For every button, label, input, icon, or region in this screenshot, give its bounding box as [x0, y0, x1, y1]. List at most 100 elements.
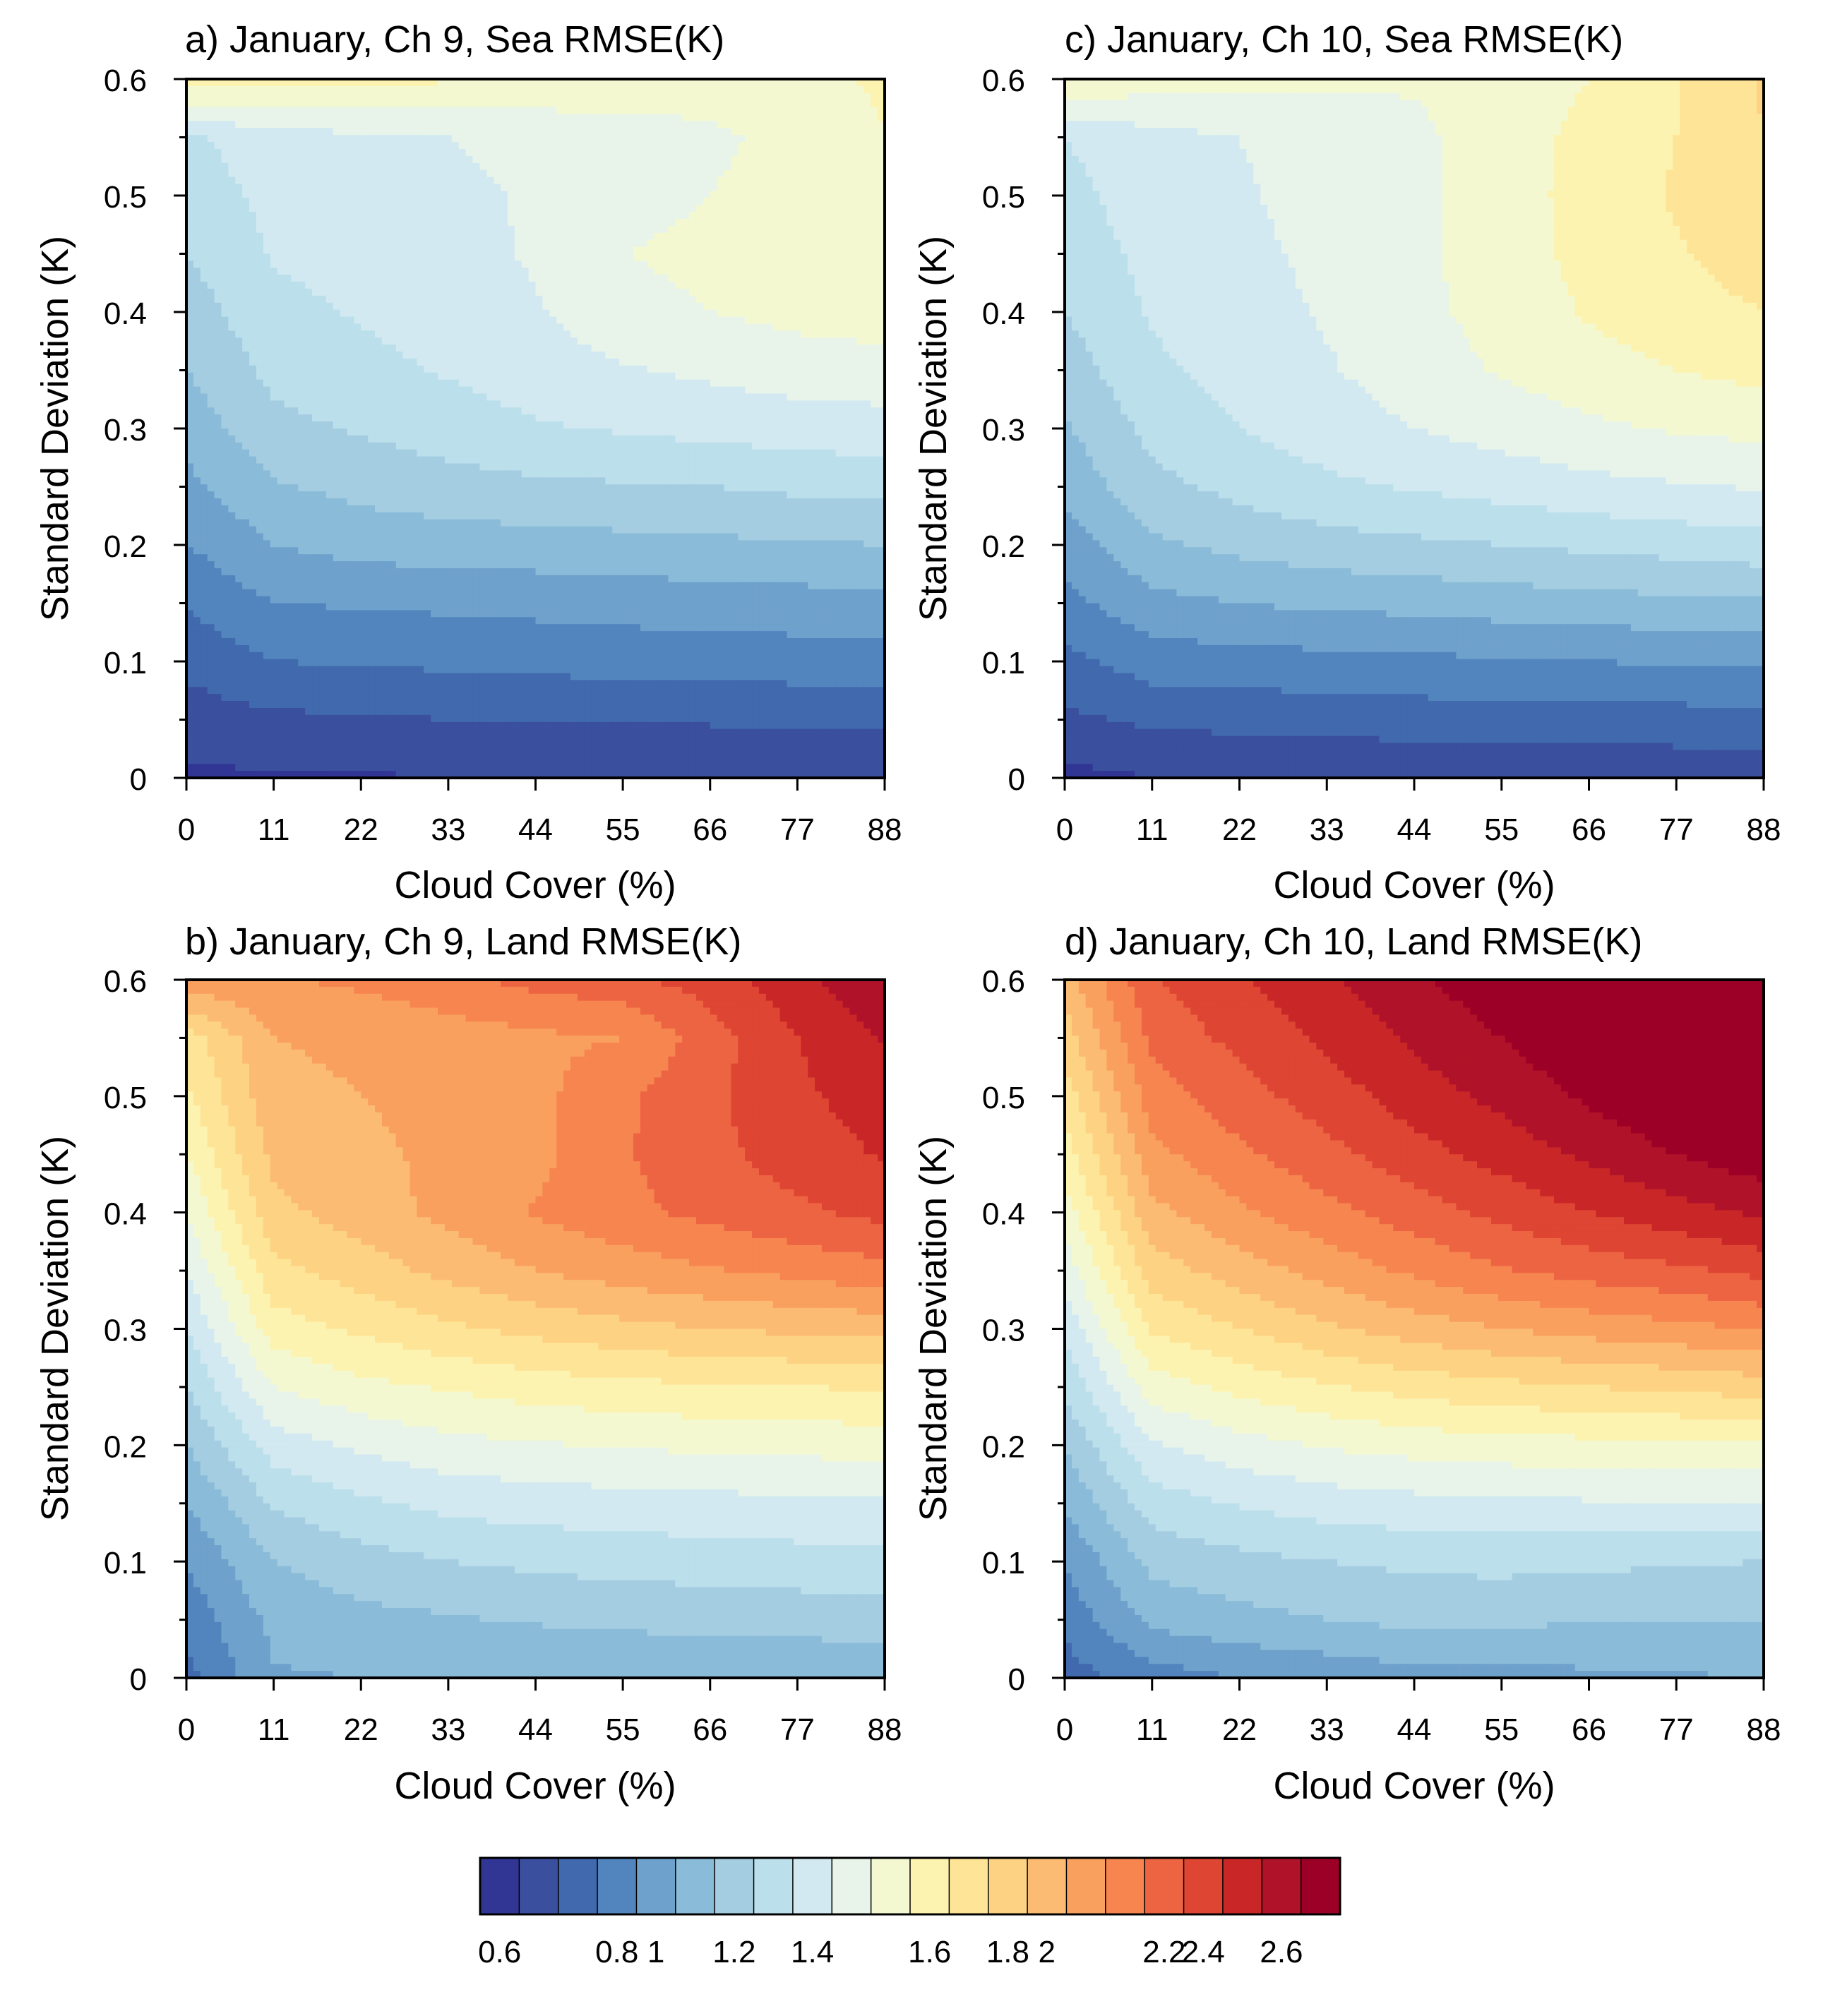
contour-cell — [605, 155, 613, 164]
contour-cell — [668, 149, 676, 157]
contour-cell — [444, 85, 453, 94]
contour-cell — [354, 260, 361, 268]
contour-cell — [375, 379, 383, 388]
contour-cell — [724, 400, 732, 408]
contour-cell — [458, 92, 467, 101]
contour-cell — [381, 155, 390, 164]
contour-cell — [863, 414, 871, 422]
contour-cell — [514, 414, 522, 422]
contour-cell — [863, 359, 871, 366]
contour-cell — [298, 253, 306, 262]
contour-cell — [375, 309, 383, 318]
contour-cell — [808, 92, 815, 101]
contour-cell — [340, 205, 348, 212]
contour-cell — [486, 282, 494, 289]
contour-cell — [375, 344, 383, 352]
contour-cell — [458, 275, 467, 282]
contour-cell — [486, 232, 494, 241]
contour-cell — [752, 176, 760, 185]
contour-cell — [758, 176, 767, 185]
contour-cell — [758, 85, 767, 94]
contour-cell — [703, 316, 711, 325]
contour-cell — [815, 155, 823, 164]
contour-cell — [368, 191, 376, 198]
contour-cell — [640, 128, 648, 136]
contour-cell — [291, 85, 299, 94]
contour-cell — [779, 219, 788, 227]
contour-cell — [856, 268, 865, 275]
contour-cell — [801, 212, 808, 220]
contour-cell — [381, 191, 390, 198]
contour-cell — [535, 176, 544, 185]
contour-cell — [249, 400, 257, 408]
contour-cell — [249, 121, 257, 128]
contour-cell — [186, 239, 194, 248]
contour-cell — [542, 393, 550, 402]
contour-cell — [256, 372, 264, 380]
contour-cell — [186, 100, 194, 108]
contour-cell — [242, 155, 250, 164]
contour-cell — [410, 330, 418, 338]
contour-cell — [871, 121, 878, 128]
contour-cell — [626, 121, 634, 128]
contour-cell — [758, 344, 767, 352]
contour-cell — [298, 239, 306, 248]
contour-cell — [486, 225, 494, 234]
contour-cell — [668, 121, 676, 128]
contour-cell — [340, 135, 348, 143]
contour-cell — [856, 232, 865, 241]
contour-cell — [801, 330, 808, 338]
contour-cell — [801, 253, 808, 262]
contour-cell — [347, 386, 355, 395]
contour-cell — [284, 414, 292, 422]
contour-cell — [682, 198, 690, 205]
contour-cell — [333, 359, 341, 366]
contour-cell — [256, 176, 264, 185]
contour-cell — [584, 225, 592, 234]
contour-cell — [710, 253, 718, 262]
contour-cell — [340, 400, 348, 408]
contour-cell — [514, 155, 522, 164]
contour-cell — [815, 253, 823, 262]
contour-cell — [465, 114, 474, 122]
contour-cell — [801, 205, 808, 212]
contour-cell — [801, 92, 808, 101]
contour-cell — [395, 85, 404, 94]
contour-cell — [256, 421, 264, 429]
contour-cell — [186, 212, 194, 220]
contour-cell — [214, 337, 222, 345]
contour-cell — [465, 212, 474, 220]
contour-cell — [388, 323, 397, 332]
contour-cell — [633, 359, 641, 366]
contour-cell — [472, 239, 481, 248]
contour-cell — [598, 121, 606, 128]
contour-cell — [738, 421, 746, 429]
contour-cell — [186, 352, 194, 359]
contour-cell — [535, 85, 544, 94]
contour-cell — [542, 344, 550, 352]
contour-cell — [835, 184, 844, 192]
contour-cell — [745, 330, 753, 338]
contour-cell — [772, 344, 781, 352]
contour-cell — [193, 379, 201, 388]
contour-cell — [368, 169, 376, 178]
contour-cell — [388, 275, 397, 282]
contour-cell — [486, 330, 494, 338]
contour-cell — [438, 114, 446, 122]
contour-cell — [472, 225, 481, 234]
contour-cell — [772, 155, 781, 164]
contour-cell — [263, 205, 271, 212]
contour-cell — [507, 372, 515, 380]
contour-cell — [695, 323, 704, 332]
contour-cell — [717, 386, 725, 395]
contour-cell — [765, 107, 774, 115]
contour-cell — [640, 107, 648, 115]
contour-cell — [249, 260, 257, 268]
contour-cell — [787, 302, 795, 311]
contour-cell — [347, 212, 355, 220]
contour-cell — [284, 198, 292, 205]
contour-cell — [724, 393, 732, 402]
contour-cell — [612, 295, 620, 304]
contour-cell — [431, 219, 438, 227]
contour-cell — [514, 246, 522, 255]
